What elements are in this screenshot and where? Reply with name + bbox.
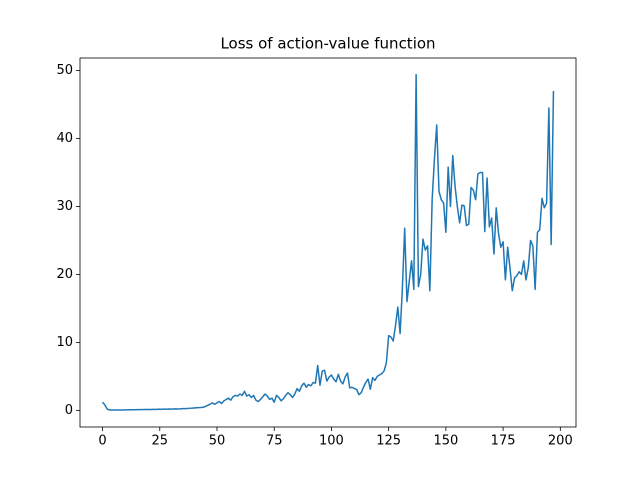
x-tick-label: 25 [151, 434, 168, 449]
x-tick-label: 150 [433, 434, 458, 449]
x-tick-label: 125 [376, 434, 401, 449]
y-tick-label: 0 [65, 403, 73, 418]
y-tick-label: 30 [56, 199, 73, 214]
chart-title: Loss of action-value function [220, 35, 435, 53]
y-tick-label: 40 [56, 131, 73, 146]
x-tick-label: 50 [209, 434, 226, 449]
x-tick-label: 75 [266, 434, 283, 449]
x-tick-label: 175 [491, 434, 516, 449]
y-tick-label: 50 [56, 63, 73, 78]
plot-frame [79, 57, 577, 428]
y-tick-label: 20 [56, 267, 73, 282]
x-tick-label: 200 [548, 434, 573, 449]
x-tick-label: 0 [98, 434, 106, 449]
line-series [101, 73, 555, 411]
x-tick-label: 100 [319, 434, 344, 449]
y-tick-label: 10 [56, 335, 73, 350]
